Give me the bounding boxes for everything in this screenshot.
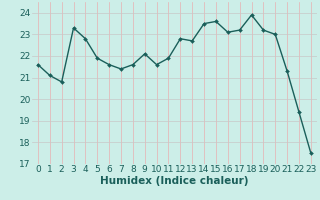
X-axis label: Humidex (Indice chaleur): Humidex (Indice chaleur)	[100, 176, 249, 186]
